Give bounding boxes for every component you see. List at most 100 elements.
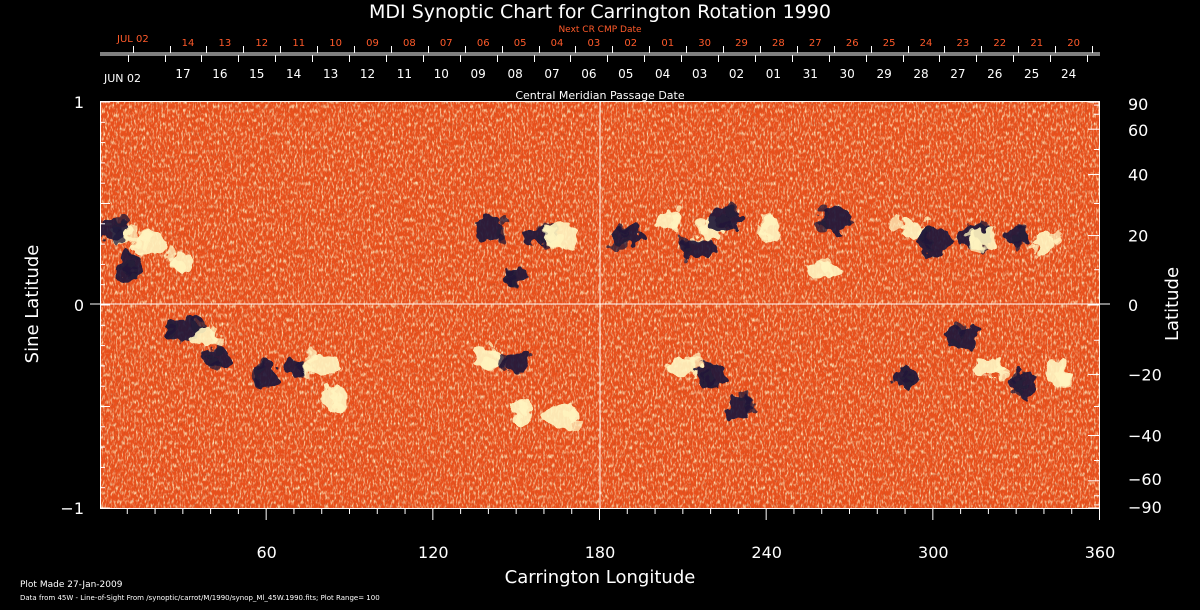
active-region [1034, 229, 1055, 256]
top-date-label: 01 [661, 38, 674, 49]
next-cr-label: Next CR CMP Date [558, 25, 642, 35]
top-month-label: JUL 02 [116, 34, 149, 45]
bottom-date-label: 04 [655, 67, 670, 81]
bottom-date-label: 07 [544, 67, 559, 81]
footer-plot-made: Plot Made 27-Jan-2009 [20, 580, 123, 590]
active-region-fleck [207, 355, 216, 364]
top-date-label: 13 [219, 38, 232, 49]
cmp-date-axis: 17 16 15 14 13 12 11 10 09 08 07 06 05 04 03 02 01 31 30 29… [100, 54, 1100, 81]
bottom-date-label: 03 [692, 67, 707, 81]
bottom-date-label: 24 [1061, 67, 1076, 81]
bottom-date-label: 31 [803, 67, 818, 81]
active-region-fleck [952, 320, 965, 333]
active-region-fleck [696, 218, 703, 225]
active-region-fleck [565, 408, 576, 419]
active-region-fleck [675, 205, 684, 214]
active-region-fleck [1013, 371, 1021, 380]
active-region-fleck [919, 230, 932, 243]
active-region [504, 351, 529, 370]
active-region-fleck [898, 366, 907, 375]
bottom-date-label: 26 [987, 67, 1002, 81]
active-region-fleck [756, 225, 767, 236]
x-tick-label: 180 [585, 543, 616, 562]
active-region-fleck [890, 217, 903, 230]
x-axis-label: Carrington Longitude [505, 567, 696, 588]
top-date-label: 21 [1030, 38, 1043, 49]
active-region-fleck [818, 255, 831, 268]
top-date-label: 29 [735, 38, 748, 49]
x-tick-label: 300 [918, 543, 949, 562]
active-region-fleck [212, 345, 223, 356]
active-region [200, 347, 233, 368]
active-region-fleck [121, 261, 134, 274]
top-date-label: 26 [846, 38, 859, 49]
active-region-fleck [506, 268, 513, 275]
active-region-fleck [761, 215, 774, 228]
bottom-date-label: 08 [507, 67, 522, 81]
bottom-date-label: 05 [618, 67, 633, 81]
active-region-fleck [1055, 366, 1068, 379]
bottom-date-label: 28 [913, 67, 928, 81]
next-cr-date-axis: 14 13 12 11 10 09 08 07 06 05 04 03 02 01 30 29 28 27 26 25… [100, 38, 1100, 54]
active-region-fleck [329, 389, 340, 400]
active-region-fleck [1051, 232, 1064, 245]
active-region-fleck [741, 393, 750, 402]
y-right-tick-label: −20 [1128, 365, 1162, 384]
active-region-fleck [670, 215, 677, 222]
chart-title: MDI Synoptic Chart for Carrington Rotati… [369, 1, 831, 23]
active-region-fleck [664, 361, 673, 370]
active-region-fleck [1026, 242, 1035, 251]
y-left-tick-label: 0 [74, 296, 84, 315]
active-region-fleck [495, 355, 508, 368]
active-region-fleck [848, 219, 855, 226]
top-date-label: 11 [292, 38, 305, 49]
y-left-tick-label: 1 [74, 93, 84, 112]
active-region-fleck [816, 220, 829, 233]
bottom-date-label: 29 [876, 67, 891, 81]
y-right-tick-label: 0 [1128, 296, 1138, 315]
active-region-fleck [165, 247, 176, 258]
x-axis: 60 120 180 240 300 360 [126, 508, 1115, 562]
bottom-date-label: 16 [212, 67, 227, 81]
top-date-label: 25 [883, 38, 896, 49]
top-date-label: 07 [440, 38, 453, 49]
bottom-date-label: 25 [1024, 67, 1039, 81]
active-region-fleck [679, 255, 686, 262]
y-right-tick-label: −60 [1128, 470, 1162, 489]
active-region-fleck [922, 216, 929, 223]
top-date-label: 06 [477, 38, 490, 49]
active-regions [101, 204, 1071, 432]
x-tick-label: 60 [256, 543, 276, 562]
active-region-fleck [724, 204, 736, 217]
active-region-fleck [208, 323, 219, 334]
active-region-fleck [615, 222, 626, 233]
active-region-fleck [1017, 225, 1024, 232]
bottom-date-label: 14 [286, 67, 301, 81]
bottom-date-label: 12 [360, 67, 375, 81]
y-axis-label-left: Sine Latitude [22, 245, 43, 364]
x-tick-label: 120 [418, 543, 449, 562]
bottom-date-label: 13 [323, 67, 338, 81]
y-right-tick-label: −90 [1128, 498, 1162, 517]
active-region-fleck [992, 360, 1001, 369]
top-date-label: 24 [920, 38, 933, 49]
y-right-tick-label: 20 [1128, 227, 1148, 246]
top-date-label: 05 [514, 38, 527, 49]
active-region-fleck [303, 364, 312, 373]
y-right-tick-label: −40 [1128, 426, 1162, 445]
active-region-fleck [499, 216, 508, 225]
x-tick-label: 240 [751, 543, 782, 562]
y-axis-right: 90 60 40 20 0 −20 −40 −60 −90 [1088, 95, 1162, 517]
top-date-label: 23 [957, 38, 970, 49]
top-date-label: 09 [366, 38, 379, 49]
plot-area [101, 102, 1100, 508]
top-date-label: 04 [551, 38, 564, 49]
top-date-label: 14 [182, 38, 195, 49]
active-region-fleck [953, 340, 960, 347]
active-region-fleck [612, 238, 625, 251]
active-region-fleck [819, 204, 830, 215]
active-region-fleck [1010, 387, 1020, 398]
bottom-date-label: 01 [766, 67, 781, 81]
top-date-label: 08 [403, 38, 416, 49]
